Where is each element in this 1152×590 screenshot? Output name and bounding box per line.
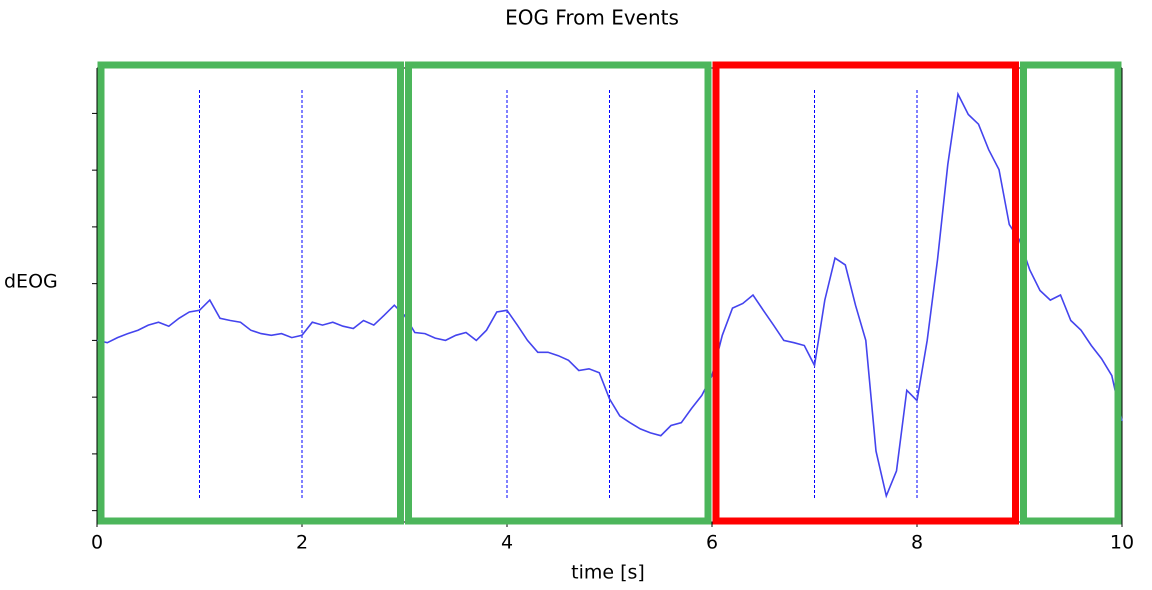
- x-tick-label: 6: [706, 532, 718, 554]
- y-axis-label: dEOG: [4, 271, 58, 293]
- x-tick-label: 10: [1110, 532, 1134, 554]
- region-box: [405, 61, 712, 525]
- x-tick-label: 2: [296, 532, 308, 554]
- region-box: [97, 61, 404, 525]
- x-tick-label: 4: [501, 532, 513, 554]
- signal-line: [96, 91, 1123, 499]
- chart-title: EOG From Events: [505, 6, 679, 30]
- x-axis-label: time [s]: [571, 562, 645, 584]
- x-tick-label: 0: [91, 532, 103, 554]
- region-box: [712, 61, 1019, 525]
- x-tick-label: 8: [911, 532, 923, 554]
- region-box: [1020, 61, 1122, 525]
